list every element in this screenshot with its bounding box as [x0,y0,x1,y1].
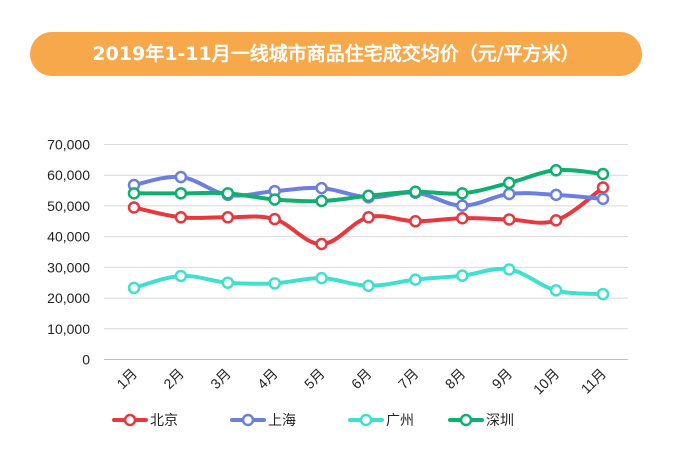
x-axis-ticks: 1月 2月 3月 4月 5月 6月 7月 8月 9月 10月 11月 [113,365,609,397]
data-point [502,213,516,226]
data-point [315,271,328,285]
y-tick-label: 60,000 [47,167,90,183]
legend-marker [459,413,473,427]
legend-item: 北京 [112,413,178,429]
x-tick-label: 4月 [254,365,281,392]
series-4 [127,164,610,208]
data-point [268,277,281,290]
data-point [315,237,328,251]
data-point [409,185,422,199]
legend-marker [359,413,373,427]
legend-item: 广州 [348,413,414,429]
series-1 [127,181,610,251]
series-lines [127,164,610,301]
data-point [174,211,188,224]
legend-label: 深圳 [486,413,514,429]
y-axis-ticks: 0 10,000 20,000 30,000 40,000 50,000 60,000 70,… [47,137,90,368]
y-tick-label: 40,000 [47,229,90,245]
data-point [409,215,422,228]
data-point [127,281,141,295]
data-point [127,187,141,200]
data-point [315,181,328,195]
data-point [362,211,375,224]
data-point [549,284,563,297]
legend-item: 深圳 [448,413,514,429]
legend-marker [123,413,137,427]
y-tick-label: 50,000 [47,198,90,214]
data-point [268,193,281,206]
data-point [502,176,516,190]
data-point [549,214,563,227]
legend-label: 广州 [386,413,414,429]
data-point [596,192,610,206]
grid-lines [104,144,628,360]
legend-item: 上海 [230,413,296,429]
data-point [174,187,188,200]
data-point [315,194,328,208]
data-point [221,276,235,289]
x-tick-label: 10月 [530,365,562,397]
data-point [174,269,188,283]
data-point [456,187,469,200]
x-tick-label: 7月 [395,365,422,392]
data-point [549,164,563,177]
series-3 [127,263,610,301]
data-point [362,279,375,293]
x-tick-label: 8月 [442,365,469,392]
data-point [221,211,235,224]
data-point [456,211,469,225]
data-point [174,170,188,184]
data-point [362,189,375,203]
data-point [502,187,516,201]
data-point [596,287,610,301]
y-tick-label: 20,000 [47,290,90,306]
legend-label: 上海 [268,413,296,429]
legend-marker [241,413,255,427]
data-point [502,263,516,276]
x-tick-label: 5月 [301,365,328,392]
data-point [549,188,563,202]
x-tick-label: 6月 [348,365,375,392]
y-tick-label: 10,000 [47,321,90,337]
data-point [127,201,141,214]
x-tick-label: 9月 [489,365,516,392]
legend: 北京 上海 广州 深圳 [112,413,514,429]
data-point [596,181,610,194]
data-point [596,167,610,181]
x-tick-label: 11月 [578,365,609,396]
y-tick-label: 70,000 [47,137,90,153]
data-point [456,199,469,212]
data-point [456,269,469,282]
data-point [221,187,235,200]
chart-title: 2019年1-11月一线城市商品住宅成交均价（元/平方米） [30,32,642,76]
y-tick-label: 30,000 [47,259,90,275]
x-tick-label: 1月 [113,365,140,392]
x-tick-label: 3月 [207,365,234,392]
legend-label: 北京 [150,413,178,429]
data-point [268,212,281,226]
data-point [409,273,422,286]
y-tick-label: 0 [82,352,90,368]
x-tick-label: 2月 [160,365,187,392]
